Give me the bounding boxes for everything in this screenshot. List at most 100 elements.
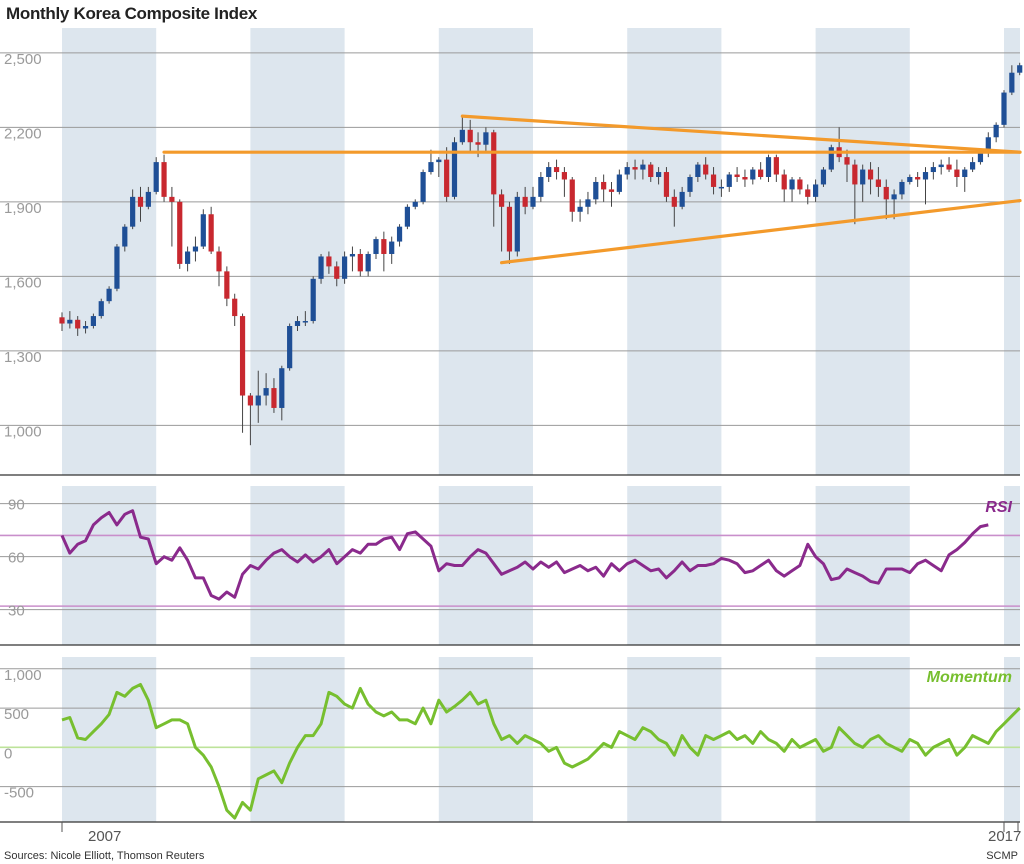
candle [765,154,772,182]
momentum-tick-label: 0 [4,745,12,762]
candle-body-up [420,172,426,202]
trendlines [162,114,1022,265]
candle [773,154,779,182]
candle [412,199,418,210]
candle [82,321,89,334]
candle-body-down [773,157,779,175]
candle [428,149,434,175]
candle [710,167,717,195]
candle [797,177,803,195]
candle-body-up [404,206,410,227]
candle [970,157,976,173]
candle [844,149,850,182]
rsi-tick-label: 60 [8,550,25,567]
candle-body-down [608,189,615,192]
candle [907,174,913,185]
candle-body-up [616,174,622,192]
candle-body-down [216,251,222,272]
candle-body-up [294,321,301,326]
candle-body-down [844,157,850,165]
candle-body-up [90,316,96,326]
candle [828,144,834,173]
candle-body-up [302,321,308,323]
panel-gap [0,475,1024,486]
candlestick-series [59,62,1023,446]
candle [200,209,206,250]
candle [883,179,889,220]
trendline [500,198,1022,265]
candle-body-up [977,152,984,163]
candle [185,246,191,272]
candle-body-down [915,177,921,180]
candle-body-down [710,174,717,187]
candle-body-down [758,169,764,177]
x-tick-label: 2007 [88,828,121,845]
candle-body-up [82,326,89,329]
candle [153,157,159,195]
candle [695,162,701,182]
candle [326,251,332,274]
candle [703,157,709,180]
candle [734,167,740,182]
candle-body-up [349,253,356,257]
candle-body-down [326,256,332,267]
candle [161,154,167,202]
candle-body-down [632,167,638,170]
candle [726,172,732,192]
candle-body-up [389,241,395,254]
candle [310,276,316,324]
candle [420,169,426,205]
candle [546,162,552,182]
candle-body-up [1009,72,1015,93]
candle-body-up [640,164,646,170]
candle-body-down [506,206,513,252]
candle-body-down [561,172,567,180]
candle-body-up [114,246,120,289]
candle-body-up [985,137,991,153]
candle-body-up [428,162,434,173]
candle-body-down [852,164,858,185]
candle [789,177,795,202]
candle [585,191,591,215]
candle-body-down [59,317,65,324]
candle-body-down [867,169,874,180]
candle-body-up [970,162,976,170]
candle [930,162,936,180]
candle [1001,90,1007,128]
candle [915,172,921,187]
candle-body-up [585,199,591,207]
candle-body-up [546,167,552,177]
momentum-tick-label: 500 [4,706,29,723]
candle [553,159,560,180]
candle [483,127,489,153]
candle [279,365,285,421]
candle [287,323,293,371]
chart-title: Monthly Korea Composite Index [6,4,258,23]
price-tick-label: 2,500 [4,51,42,68]
candle [899,179,905,200]
candle [530,186,536,210]
candle [742,169,748,187]
candle [216,246,222,287]
candle [389,236,395,264]
candle-body-up [255,395,261,406]
candle-body-down [467,129,473,143]
candle [106,286,112,304]
candle [467,119,473,153]
candle [569,177,575,222]
candle-body-up [98,301,104,317]
candle [294,316,301,331]
candle [381,231,387,272]
candle [67,311,73,329]
candle [357,249,363,277]
candle-body-up [436,159,442,163]
candle-body-up [263,388,269,396]
candle-body-down [805,189,811,197]
candle-body-down [663,172,670,197]
candle-body-down [475,142,481,145]
price-tick-label: 1,000 [4,423,42,440]
candle-body-up [396,226,403,242]
candle-body-up [279,368,285,408]
candle [404,204,410,230]
candle-body-up [695,164,701,177]
